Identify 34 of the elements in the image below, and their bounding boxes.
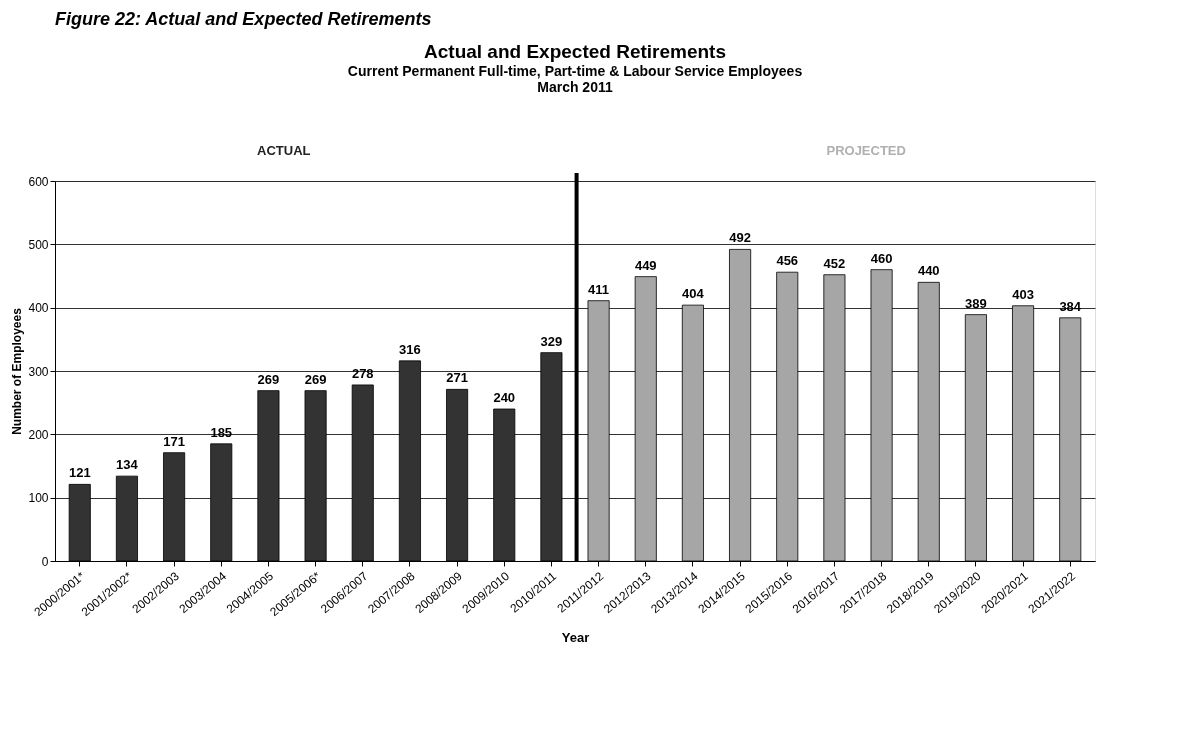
data-label: 316 <box>399 341 421 357</box>
y-axis-title: Number of Employees <box>10 307 25 435</box>
data-label: 411 <box>588 281 610 297</box>
data-label: 404 <box>682 286 705 302</box>
data-label: 452 <box>823 255 846 271</box>
x-axis-title: Year <box>561 630 590 646</box>
y-tick-label: 300 <box>28 364 49 379</box>
y-tick-label: 100 <box>28 491 49 506</box>
text: March 2011 <box>537 79 613 95</box>
text: ACTUAL <box>257 143 311 158</box>
y-tick-label: 500 <box>28 237 49 252</box>
data-label: 449 <box>634 257 657 273</box>
data-label: 440 <box>917 263 940 279</box>
y-tick-label: 200 <box>28 427 49 442</box>
data-label: 329 <box>540 333 563 349</box>
data-label: 460 <box>870 250 893 266</box>
text: PROJECTED <box>826 143 906 158</box>
y-tick-label: 400 <box>28 301 49 316</box>
y-tick-label: 600 <box>28 174 49 189</box>
data-label: 269 <box>257 371 280 387</box>
data-label: 389 <box>965 295 987 311</box>
text: Current Permanent Full-time, Part-time & Labour Service Employees <box>347 63 803 79</box>
data-label: 269 <box>304 371 327 387</box>
caption: Figure 22: Actual and Expected Retirements <box>55 9 432 29</box>
y-tick-label: 0 <box>41 554 49 569</box>
data-label: 134 <box>116 457 139 473</box>
data-label: 492 <box>729 230 751 246</box>
data-label: 171 <box>163 433 185 449</box>
data-label: 121 <box>68 465 91 481</box>
data-label: 271 <box>446 370 468 386</box>
chart-title: Actual and Expected Retirements <box>424 41 726 62</box>
data-label: 456 <box>776 253 799 269</box>
data-label: 240 <box>493 390 516 405</box>
data-label: 403 <box>1012 286 1034 302</box>
